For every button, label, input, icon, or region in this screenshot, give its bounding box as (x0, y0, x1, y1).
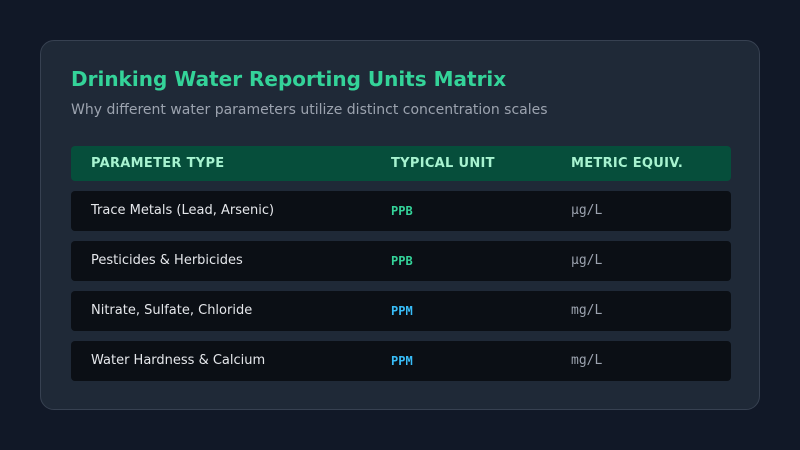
table-row: Pesticides & Herbicides PPB µg/L (71, 241, 731, 281)
header-typical-unit: TYPICAL UNIT (391, 156, 495, 171)
unit-badge: PPM (391, 304, 413, 318)
card-title: Drinking Water Reporting Units Matrix (71, 67, 507, 91)
parameter-cell: Water Hardness & Calcium (91, 353, 266, 368)
metric-cell: mg/L (571, 353, 603, 368)
card-subtitle: Why different water parameters utilize d… (71, 102, 548, 118)
table-row: Water Hardness & Calcium PPM mg/L (71, 341, 731, 381)
unit-badge: PPB (391, 204, 413, 218)
header-metric-equiv: METRIC EQUIV. (571, 156, 684, 171)
parameter-cell: Trace Metals (Lead, Arsenic) (91, 203, 275, 218)
unit-badge: PPM (391, 354, 413, 368)
parameter-cell: Nitrate, Sulfate, Chloride (91, 303, 253, 318)
metric-cell: µg/L (571, 203, 603, 218)
units-matrix-card: Drinking Water Reporting Units Matrix Wh… (40, 40, 760, 410)
table-row: Trace Metals (Lead, Arsenic) PPB µg/L (71, 191, 731, 231)
units-table: PARAMETER TYPE TYPICAL UNIT METRIC EQUIV… (71, 146, 731, 381)
metric-cell: mg/L (571, 303, 603, 318)
table-header: PARAMETER TYPE TYPICAL UNIT METRIC EQUIV… (71, 146, 731, 181)
header-parameter-type: PARAMETER TYPE (91, 156, 225, 171)
parameter-cell: Pesticides & Herbicides (91, 253, 243, 268)
unit-badge: PPB (391, 254, 413, 268)
table-row: Nitrate, Sulfate, Chloride PPM mg/L (71, 291, 731, 331)
metric-cell: µg/L (571, 253, 603, 268)
